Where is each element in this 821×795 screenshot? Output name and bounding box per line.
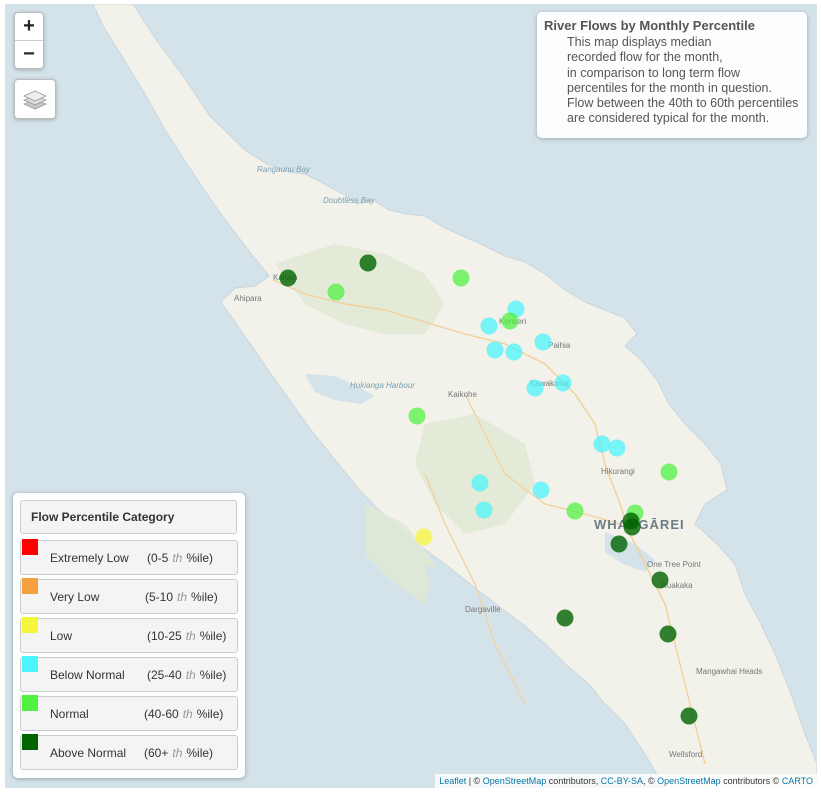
forest-area: [415, 414, 535, 534]
legend-swatch: [22, 617, 38, 633]
info-line: This map displays median: [567, 35, 712, 49]
legend-panel: Flow Percentile Category Extremely Low (…: [13, 493, 245, 778]
harbour: [305, 374, 375, 404]
site-marker[interactable]: [501, 312, 519, 330]
place-label: Dargaville: [465, 605, 501, 614]
zoom-control: + −: [14, 12, 44, 69]
legend-item: Very Low (5-10 th %ile): [20, 578, 238, 614]
site-markers: [279, 254, 698, 725]
attribution-text: contributors ©: [720, 776, 782, 786]
cc-by-sa-link[interactable]: CC-BY-SA: [600, 776, 643, 786]
place-label: Ahipara: [234, 294, 262, 303]
layers-button[interactable]: [14, 79, 56, 119]
site-marker[interactable]: [486, 341, 504, 359]
place-label: One Tree Point: [647, 560, 702, 569]
site-marker[interactable]: [532, 481, 550, 499]
legend-title: Flow Percentile Category: [20, 500, 237, 534]
legend-item: Normal (40-60 th %ile): [20, 695, 238, 731]
forest-area: [365, 504, 435, 604]
attribution-text: , ©: [642, 776, 658, 786]
legend-swatch: [22, 656, 38, 672]
site-marker[interactable]: [660, 463, 678, 481]
legend-swatch: [22, 695, 38, 711]
zoom-out-button[interactable]: −: [15, 40, 43, 68]
legend-item: Extremely Low (0-5 th %ile): [20, 539, 238, 575]
site-marker[interactable]: [359, 254, 377, 272]
info-line: in comparison to long term flow: [567, 65, 740, 80]
legend-range: (60+ th %ile): [144, 746, 214, 760]
info-line: recorded flow for the month,: [567, 50, 723, 65]
place-label: Rangaunu Bay: [257, 165, 311, 174]
legend-range: (40-60 th %ile): [144, 707, 224, 721]
info-line: percentiles for the month in question.: [567, 80, 772, 95]
carto-link[interactable]: CARTO: [781, 776, 813, 786]
legend-swatch: [22, 734, 38, 750]
site-marker[interactable]: [608, 439, 626, 457]
site-marker[interactable]: [554, 374, 572, 392]
place-label: Doubtless Bay: [323, 196, 376, 205]
legend-item: Below Normal (25-40 th %ile): [20, 656, 238, 692]
site-marker[interactable]: [415, 528, 433, 546]
site-marker[interactable]: [651, 571, 669, 589]
place-label: Ruakaka: [661, 581, 693, 590]
place-label: Hokianga Harbour: [350, 381, 415, 390]
legend-label: Extremely Low: [50, 551, 129, 565]
site-marker[interactable]: [279, 269, 297, 287]
attribution-text: | ©: [466, 776, 483, 786]
legend-swatch: [22, 578, 38, 594]
zoom-in-button[interactable]: +: [23, 15, 35, 37]
map-attribution: Leaflet | © OpenStreetMap contributors, …: [435, 774, 817, 788]
legend-item: Above Normal (60+ th %ile): [20, 734, 238, 770]
forest-area: [275, 244, 445, 334]
site-marker[interactable]: [680, 707, 698, 725]
place-label: Paihia: [548, 341, 571, 350]
site-marker[interactable]: [534, 333, 552, 351]
site-marker[interactable]: [610, 535, 628, 553]
legend-label: Normal: [50, 707, 89, 721]
legend-label: Below Normal: [50, 668, 125, 682]
info-title: River Flows by Monthly Percentile: [544, 18, 755, 33]
legend-range: (10-25 th %ile): [147, 629, 227, 643]
harbour: [425, 564, 475, 616]
site-marker[interactable]: [475, 501, 493, 519]
road: [424, 473, 526, 705]
site-marker[interactable]: [408, 407, 426, 425]
place-label: Kawakawa: [530, 379, 569, 388]
site-marker[interactable]: [480, 317, 498, 335]
site-marker[interactable]: [566, 502, 584, 520]
leaflet-link[interactable]: Leaflet: [439, 776, 467, 786]
layers-icon: [23, 90, 47, 110]
site-marker[interactable]: [471, 474, 489, 492]
osm-link[interactable]: OpenStreetMap: [657, 776, 721, 786]
road: [272, 279, 706, 765]
place-label: Hikurangi: [601, 467, 635, 476]
place-label: Mangawhai Heads: [696, 667, 762, 676]
attribution-text: contributors,: [546, 776, 601, 786]
site-marker[interactable]: [556, 609, 574, 627]
land: [92, 4, 817, 788]
legend-range: (0-5 th %ile): [147, 551, 214, 565]
legend-range: (25-40 th %ile): [147, 668, 227, 682]
info-line: are considered typical for the month.: [567, 111, 770, 126]
site-marker[interactable]: [593, 435, 611, 453]
place-label: Kaikohe: [448, 390, 477, 399]
osm-link[interactable]: OpenStreetMap: [482, 776, 547, 786]
legend-range: (5-10 th %ile): [145, 590, 218, 604]
legend-item: Low (10-25 th %ile): [20, 617, 238, 653]
road: [464, 393, 621, 525]
site-marker[interactable]: [505, 343, 523, 361]
info-panel: River Flows by Monthly Percentile This m…: [537, 12, 807, 138]
legend-label: Low: [50, 629, 73, 643]
legend-swatch: [22, 539, 38, 555]
legend-label: Very Low: [50, 590, 100, 604]
site-marker[interactable]: [659, 625, 677, 643]
place-label: Wellsford: [669, 750, 702, 759]
site-marker[interactable]: [452, 269, 470, 287]
basemap: Rangaunu Bay Doubtless Bay Kaitaia Ahipa…: [92, 4, 817, 788]
site-marker[interactable]: [327, 283, 345, 301]
info-line: Flow between the 40th to 60th percentile…: [567, 96, 799, 111]
site-marker[interactable]: [623, 518, 641, 536]
site-marker[interactable]: [526, 379, 544, 397]
legend-label: Above Normal: [50, 746, 127, 760]
